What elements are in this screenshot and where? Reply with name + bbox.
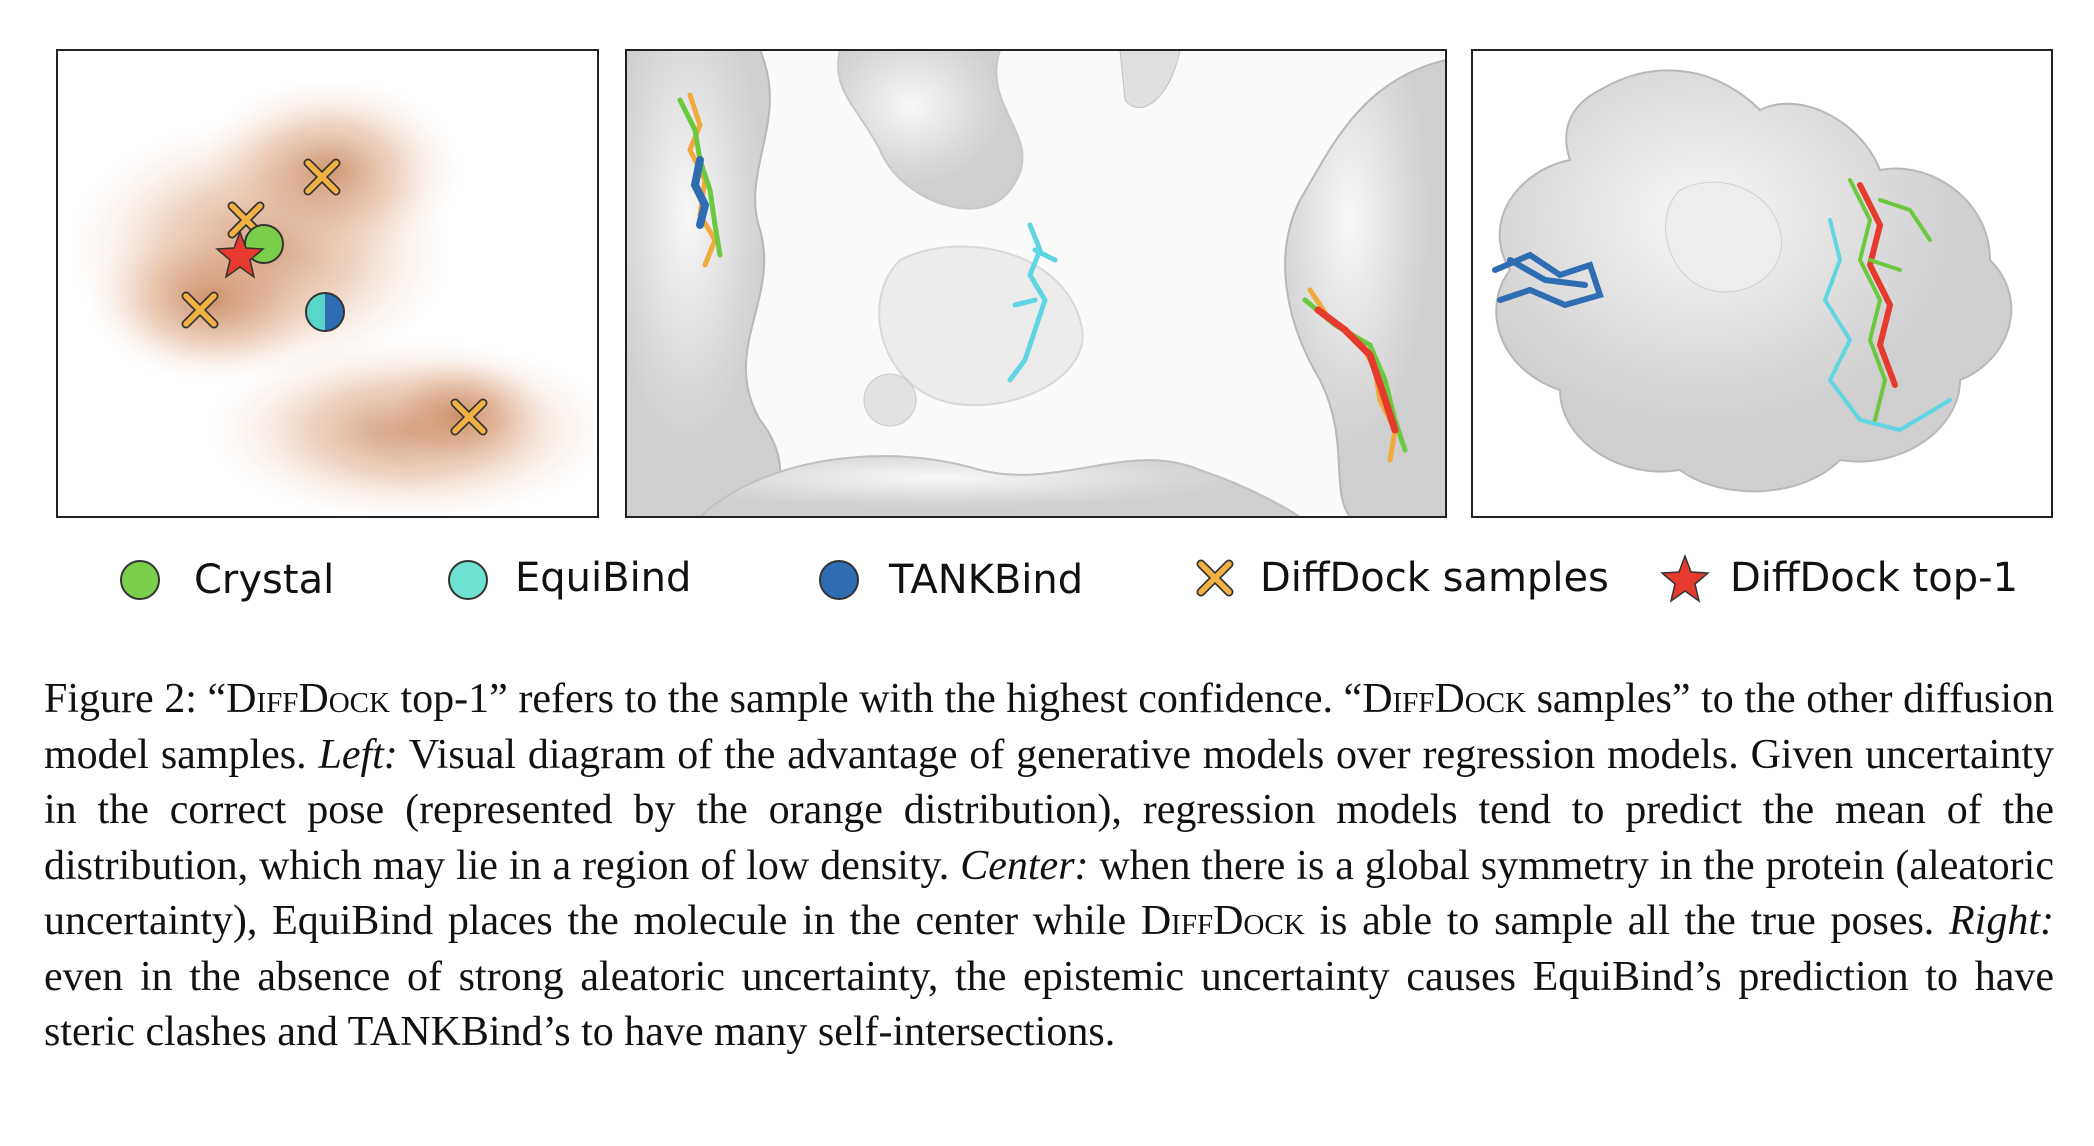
caption-text: is able to sample all the true poses. (1304, 898, 1950, 944)
caption-text: Center: (960, 842, 1089, 889)
caption-text: when there is a global symmetry in the p… (44, 842, 2054, 945)
right-panel (1471, 49, 2053, 518)
caption-text: Visual diagram of the advantage of gener… (44, 731, 2054, 889)
caption-text: Left: (318, 731, 398, 778)
legend-label: DiffDock samples (1260, 555, 1609, 601)
caption-text: DiffDock (1362, 676, 1526, 722)
legend-label: Crystal (194, 557, 334, 603)
caption-text: even in the absence of strong aleatoric … (44, 953, 2054, 1056)
caption-text: DiffDock (226, 676, 390, 722)
legend-label: EquiBind (515, 555, 691, 601)
caption: Figure 2: “DiffDock top-1” refers to the… (44, 672, 2054, 1061)
legend-label: TANKBind (888, 557, 1083, 603)
figure: Crystal EquiBind TANKBind DiffDock sampl… (56, 49, 2053, 603)
caption-text: top-1” refers to the sample with the hig… (389, 676, 1363, 722)
legend: Crystal EquiBind TANKBind DiffDock sampl… (120, 555, 2018, 603)
center-panel (625, 49, 1447, 518)
left-panel (56, 49, 599, 518)
caption-text: Right: (1949, 898, 2054, 944)
legend-label: DiffDock top-1 (1730, 555, 2018, 601)
caption-text: samples” to the other diffusion model sa… (44, 676, 2055, 778)
caption-text: DiffDock (1140, 898, 1305, 944)
caption-text: Figure 2: “ (44, 676, 227, 722)
